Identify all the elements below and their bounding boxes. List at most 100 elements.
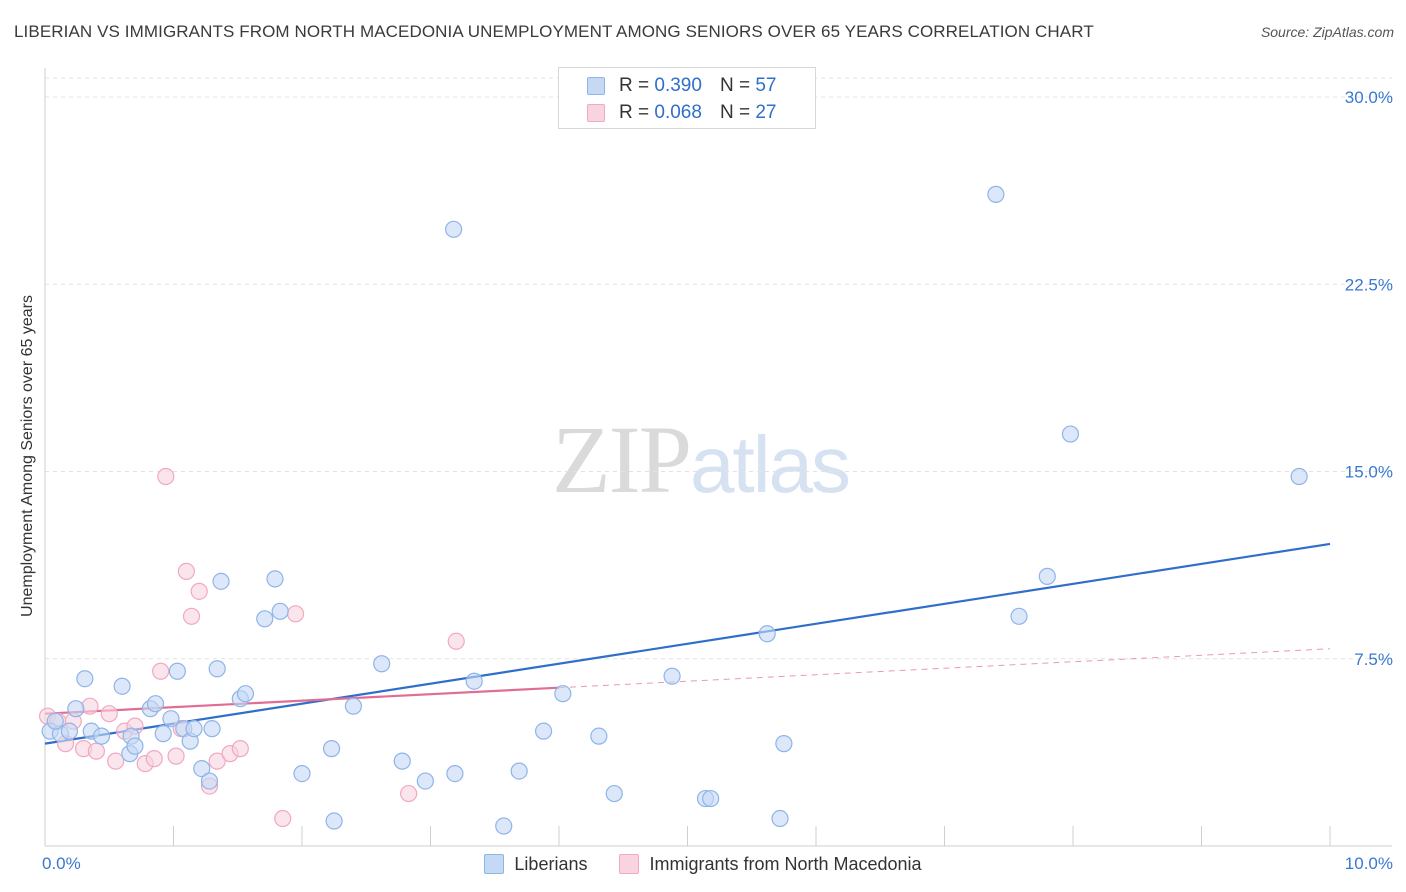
legend-item-liberians[interactable]: Liberians	[484, 854, 587, 875]
point-series0-29	[293, 764, 311, 783]
point-series0-21	[203, 720, 221, 738]
point-series1-25	[286, 605, 305, 623]
point-series0-30	[322, 740, 341, 758]
point-series0-54	[1061, 425, 1080, 443]
point-series1-14	[157, 467, 175, 486]
point-series0-43	[590, 727, 608, 745]
north-macedonia-legend-swatch	[619, 854, 640, 874]
point-series0-15	[168, 662, 186, 680]
point-series0-33	[373, 655, 391, 673]
n-label: N =	[719, 102, 751, 123]
point-series0-26	[256, 610, 274, 628]
point-series0-44	[605, 784, 623, 803]
trend-line-series0	[44, 542, 1331, 745]
stats-row-north-macedonia: R = 0.068 N = 27	[587, 101, 776, 125]
watermark: ZIPatlas	[552, 404, 851, 515]
gridlines	[45, 77, 1392, 660]
point-series0-27	[266, 570, 284, 588]
point-series1-24	[274, 809, 292, 828]
point-series1-26	[400, 784, 418, 803]
stats-legend: R = 0.390 N = 57 R = 0.068 N = 27	[558, 67, 816, 129]
point-series1-15	[167, 747, 185, 765]
chart-source: Source: ZipAtlas.com	[1260, 24, 1394, 40]
point-series0-14	[162, 710, 180, 728]
point-series1-19	[190, 582, 208, 600]
liberians-legend-swatch	[484, 854, 505, 874]
point-series0-36	[445, 220, 463, 238]
point-series0-12	[146, 695, 165, 713]
y-tick-label-0: 7.5%	[1354, 650, 1393, 669]
point-series0-50	[775, 735, 793, 753]
y-tick-label-3: 30.0%	[1345, 88, 1393, 107]
point-series0-7	[113, 677, 131, 695]
point-series1-18	[182, 607, 201, 625]
x-tick-label-min: 0.0%	[42, 854, 81, 873]
x-tick-label-max: 10.0%	[1345, 854, 1393, 873]
point-series0-53	[1038, 567, 1056, 585]
tick-labels: 7.5% 15.0% 22.5% 30.0% 0.0% 10.0%	[42, 88, 1393, 873]
point-series0-20	[200, 772, 219, 790]
point-series0-38	[465, 672, 483, 690]
trend-line-series1	[44, 686, 560, 715]
point-series0-35	[416, 772, 434, 790]
point-series0-28	[271, 602, 289, 620]
series-legend: Liberians Immigrants from North Macedoni…	[0, 851, 1406, 877]
point-series0-10	[126, 737, 144, 755]
north-macedonia-swatch	[587, 104, 605, 122]
point-series0-3	[67, 700, 85, 718]
point-series1-6	[87, 742, 106, 760]
point-series0-31	[325, 812, 343, 830]
y-tick-label-1: 15.0%	[1345, 463, 1393, 482]
n-value: 27	[755, 102, 777, 123]
axes	[44, 68, 1392, 847]
point-series0-45	[663, 667, 681, 685]
point-series0-55	[1290, 467, 1308, 486]
trend-line-extension-series1	[558, 648, 1331, 689]
point-series1-17	[177, 562, 195, 580]
point-series0-32	[344, 697, 362, 715]
y-tick-label-2: 22.5%	[1345, 275, 1393, 294]
point-series0-42	[554, 685, 572, 703]
r-label: R =	[619, 102, 650, 123]
point-series0-34	[393, 752, 411, 770]
point-series1-8	[107, 752, 125, 770]
n-value: 57	[755, 75, 777, 96]
point-series1-21	[208, 752, 226, 770]
point-series0-2	[60, 722, 79, 740]
point-series1-12	[145, 750, 163, 768]
r-label: R =	[619, 75, 650, 96]
point-series0-51	[987, 185, 1005, 203]
legend-label-liberians: Liberians	[514, 853, 588, 874]
point-series0-52	[1010, 607, 1028, 625]
point-series0-22	[208, 660, 226, 678]
trend-lines	[44, 542, 1331, 745]
chart-title: LIBERIAN VS IMMIGRANTS FROM NORTH MACEDO…	[14, 22, 1094, 41]
point-series0-48	[758, 625, 776, 643]
point-series0-41	[534, 722, 553, 740]
watermark-zip: ZIP	[552, 406, 692, 513]
stats-row-liberians: R = 0.390 N = 57	[587, 74, 776, 98]
point-series0-4	[76, 670, 94, 688]
r-value: 0.390	[654, 75, 702, 96]
point-series0-6	[92, 727, 111, 745]
point-series0-13	[154, 725, 172, 743]
point-series0-37	[446, 764, 464, 783]
point-series1-13	[152, 662, 170, 680]
point-series0-47	[702, 789, 720, 808]
point-series0-39	[495, 817, 513, 835]
legend-item-north-macedonia[interactable]: Immigrants from North Macedonia	[619, 853, 922, 875]
point-series1-23	[231, 740, 249, 758]
watermark-atlas: atlas	[690, 420, 851, 509]
legend-label-north-macedonia: Immigrants from North Macedonia	[649, 853, 922, 874]
point-series0-40	[510, 762, 528, 780]
point-series0-56	[46, 712, 64, 730]
point-series0-49	[771, 809, 789, 828]
point-series1-27	[447, 632, 465, 650]
n-label: N =	[719, 75, 751, 96]
point-series0-18	[185, 720, 203, 738]
liberians-swatch	[587, 77, 605, 95]
point-series0-23	[212, 572, 230, 590]
point-series1-7	[100, 705, 118, 723]
point-series0-25	[236, 685, 255, 703]
